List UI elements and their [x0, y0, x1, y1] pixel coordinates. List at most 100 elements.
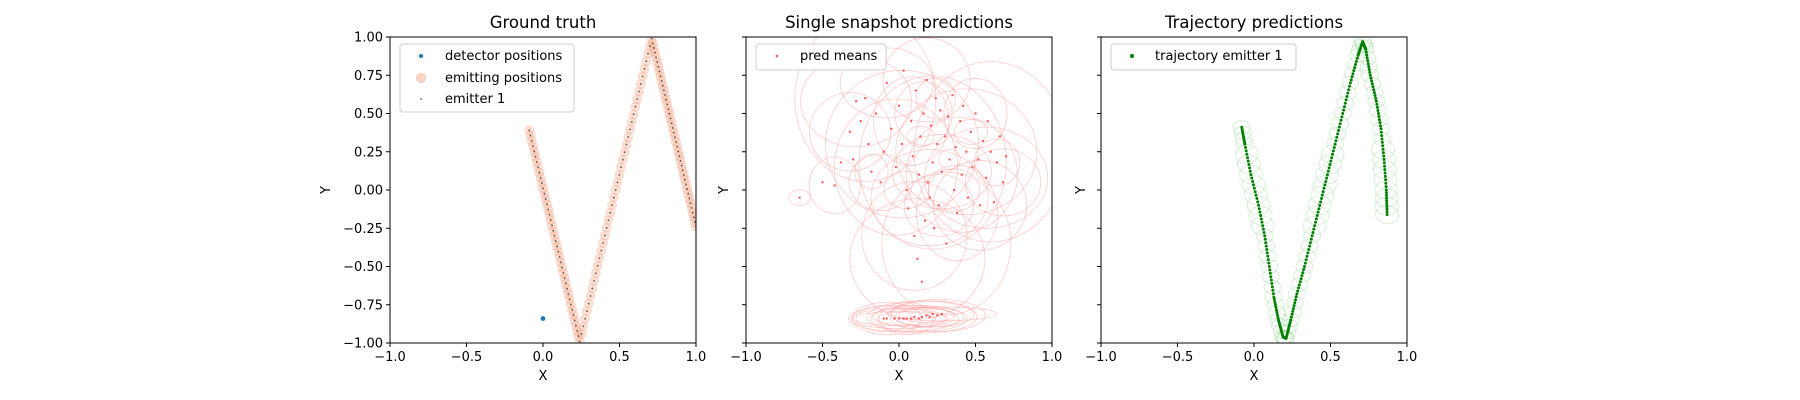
- trajectory-point: [1352, 69, 1356, 73]
- pred-mean-point: [882, 150, 885, 153]
- emitter-1-point: [609, 211, 612, 214]
- x-tick-label: 1.0: [1397, 350, 1418, 365]
- trajectory-point: [1244, 146, 1247, 149]
- emitter-1-point: [589, 295, 592, 297]
- uncertainty-ellipse: [808, 92, 892, 172]
- pred-mean-point: [879, 181, 882, 184]
- trajectory-point: [1253, 190, 1257, 194]
- emitter-1-point: [603, 234, 606, 237]
- emitter-1-point: [544, 198, 547, 200]
- trajectory-point: [1367, 65, 1371, 69]
- trajectory-point: [1291, 306, 1295, 310]
- pred-mean-point: [932, 227, 936, 230]
- pred-mean-point: [882, 317, 885, 320]
- emitter-1-point: [657, 65, 660, 68]
- emitter-1-point: [538, 171, 541, 174]
- uncertainty-ellipse: [1275, 330, 1293, 343]
- legend: detector positions emitting positions em…: [399, 43, 575, 113]
- trajectory-point: [1384, 178, 1388, 182]
- pred-mean-point: [900, 142, 904, 146]
- trajectory-point: [1265, 248, 1269, 251]
- emitter-1-point: [528, 129, 531, 132]
- pred-mean-point: [870, 170, 873, 173]
- emitter-1-point: [554, 240, 557, 243]
- legend-label: pred means: [800, 49, 878, 64]
- emitter-1-point: [556, 245, 558, 248]
- pred-mean-point: [839, 161, 843, 164]
- trajectory-point: [1307, 248, 1311, 251]
- trajectory-point: [1326, 169, 1330, 173]
- pred-mean-point: [911, 155, 914, 158]
- y-axis-label: Y: [717, 186, 732, 195]
- trajectory-point: [1291, 309, 1295, 313]
- trajectory-point: [1246, 159, 1250, 163]
- trajectory-point: [1329, 159, 1333, 163]
- pred-mean-point: [848, 130, 852, 134]
- uncertainty-ellipse: [1234, 144, 1259, 164]
- pred-mean-point: [902, 317, 905, 320]
- emitting-position: [574, 336, 585, 343]
- trajectory-point: [1297, 286, 1301, 290]
- emitter-1-point: [650, 37, 653, 40]
- emitter-1-point: [632, 113, 635, 116]
- uncertainty-ellipse: [1237, 154, 1261, 175]
- emitter-1-point: [611, 204, 613, 207]
- uncertainty-ellipse: [1281, 312, 1300, 328]
- trajectory-point: [1330, 156, 1334, 160]
- trajectory-point: [1270, 282, 1274, 285]
- uncertainty-ellipse: [1313, 175, 1337, 195]
- uncertainty-ellipse: [1307, 195, 1332, 215]
- emitter-1-point: [675, 141, 677, 143]
- emitter-1-point: [530, 139, 533, 142]
- trajectory-point: [1303, 261, 1307, 265]
- uncertainty-ellipse: [1331, 116, 1350, 131]
- emitter-1-point: [660, 79, 663, 82]
- trajectory-point: [1244, 149, 1248, 153]
- pred-mean-point: [939, 109, 942, 112]
- uncertainty-ellipse: [873, 76, 950, 166]
- trajectory-point: [1346, 91, 1350, 95]
- emitter-1-point: [630, 120, 633, 123]
- trajectory-point: [1325, 173, 1329, 177]
- uncertainty-ellipse: [1283, 304, 1302, 319]
- emitter-1-point: [563, 277, 566, 280]
- emitter-1-point: [645, 60, 648, 63]
- uncertainty-ellipse: [924, 126, 1049, 229]
- emitter-1-point: [569, 303, 572, 306]
- legend-marker-emitting: [416, 73, 426, 83]
- trajectory-point: [1331, 152, 1335, 156]
- uncertainty-ellipse: [886, 306, 998, 322]
- uncertainty-ellipse: [1344, 66, 1362, 81]
- pred-mean-point: [962, 104, 965, 108]
- x-tick-label: −0.5: [1162, 350, 1194, 365]
- x-tick-label: 0.5: [1320, 350, 1341, 365]
- emitter-1-point: [627, 136, 630, 138]
- emitter-1-point: [687, 192, 690, 195]
- trajectory-point: [1385, 196, 1389, 200]
- trajectory-point: [1364, 50, 1368, 54]
- trajectory-point: [1322, 186, 1326, 190]
- trajectory-point: [1353, 63, 1357, 67]
- uncertainty-ellipse: [1326, 136, 1344, 152]
- trajectory-point: [1369, 76, 1373, 80]
- y-tick-label: −0.50: [343, 260, 383, 275]
- emitter-1-point: [580, 332, 583, 335]
- uncertainty-ellipse: [1278, 325, 1297, 340]
- emitter-1-point: [648, 45, 651, 48]
- pred-mean-point: [916, 257, 919, 261]
- emitter-1-point: [532, 145, 534, 148]
- emitter-1-point: [577, 335, 580, 338]
- trajectory-point: [1247, 163, 1251, 166]
- y-axis-label: Y: [319, 186, 334, 195]
- trajectory-point: [1299, 277, 1303, 281]
- pred-mean-point: [948, 158, 951, 161]
- trajectory-point: [1323, 183, 1327, 187]
- emitting-position: [691, 221, 696, 232]
- trajectory-point: [1377, 118, 1381, 122]
- trajectory-point: [1311, 231, 1315, 234]
- uncertainty-ellipse: [1234, 131, 1253, 146]
- pred-mean-point: [929, 124, 933, 127]
- uncertainty-ellipse: [870, 305, 968, 332]
- x-tick-label: −0.5: [451, 350, 483, 365]
